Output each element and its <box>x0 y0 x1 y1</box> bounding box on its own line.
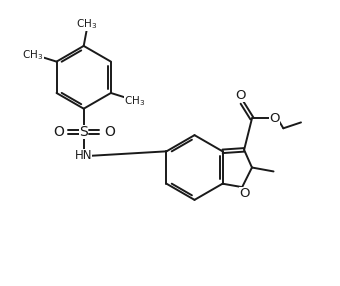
Text: CH$_3$: CH$_3$ <box>124 94 145 108</box>
Text: O: O <box>235 90 245 102</box>
Text: S: S <box>79 125 88 139</box>
Text: O: O <box>239 188 249 200</box>
Text: O: O <box>53 125 64 139</box>
Text: HN: HN <box>75 149 92 162</box>
Text: O: O <box>269 112 280 125</box>
Text: CH$_3$: CH$_3$ <box>76 17 97 31</box>
Text: O: O <box>104 125 115 139</box>
Text: CH$_3$: CH$_3$ <box>22 48 44 62</box>
